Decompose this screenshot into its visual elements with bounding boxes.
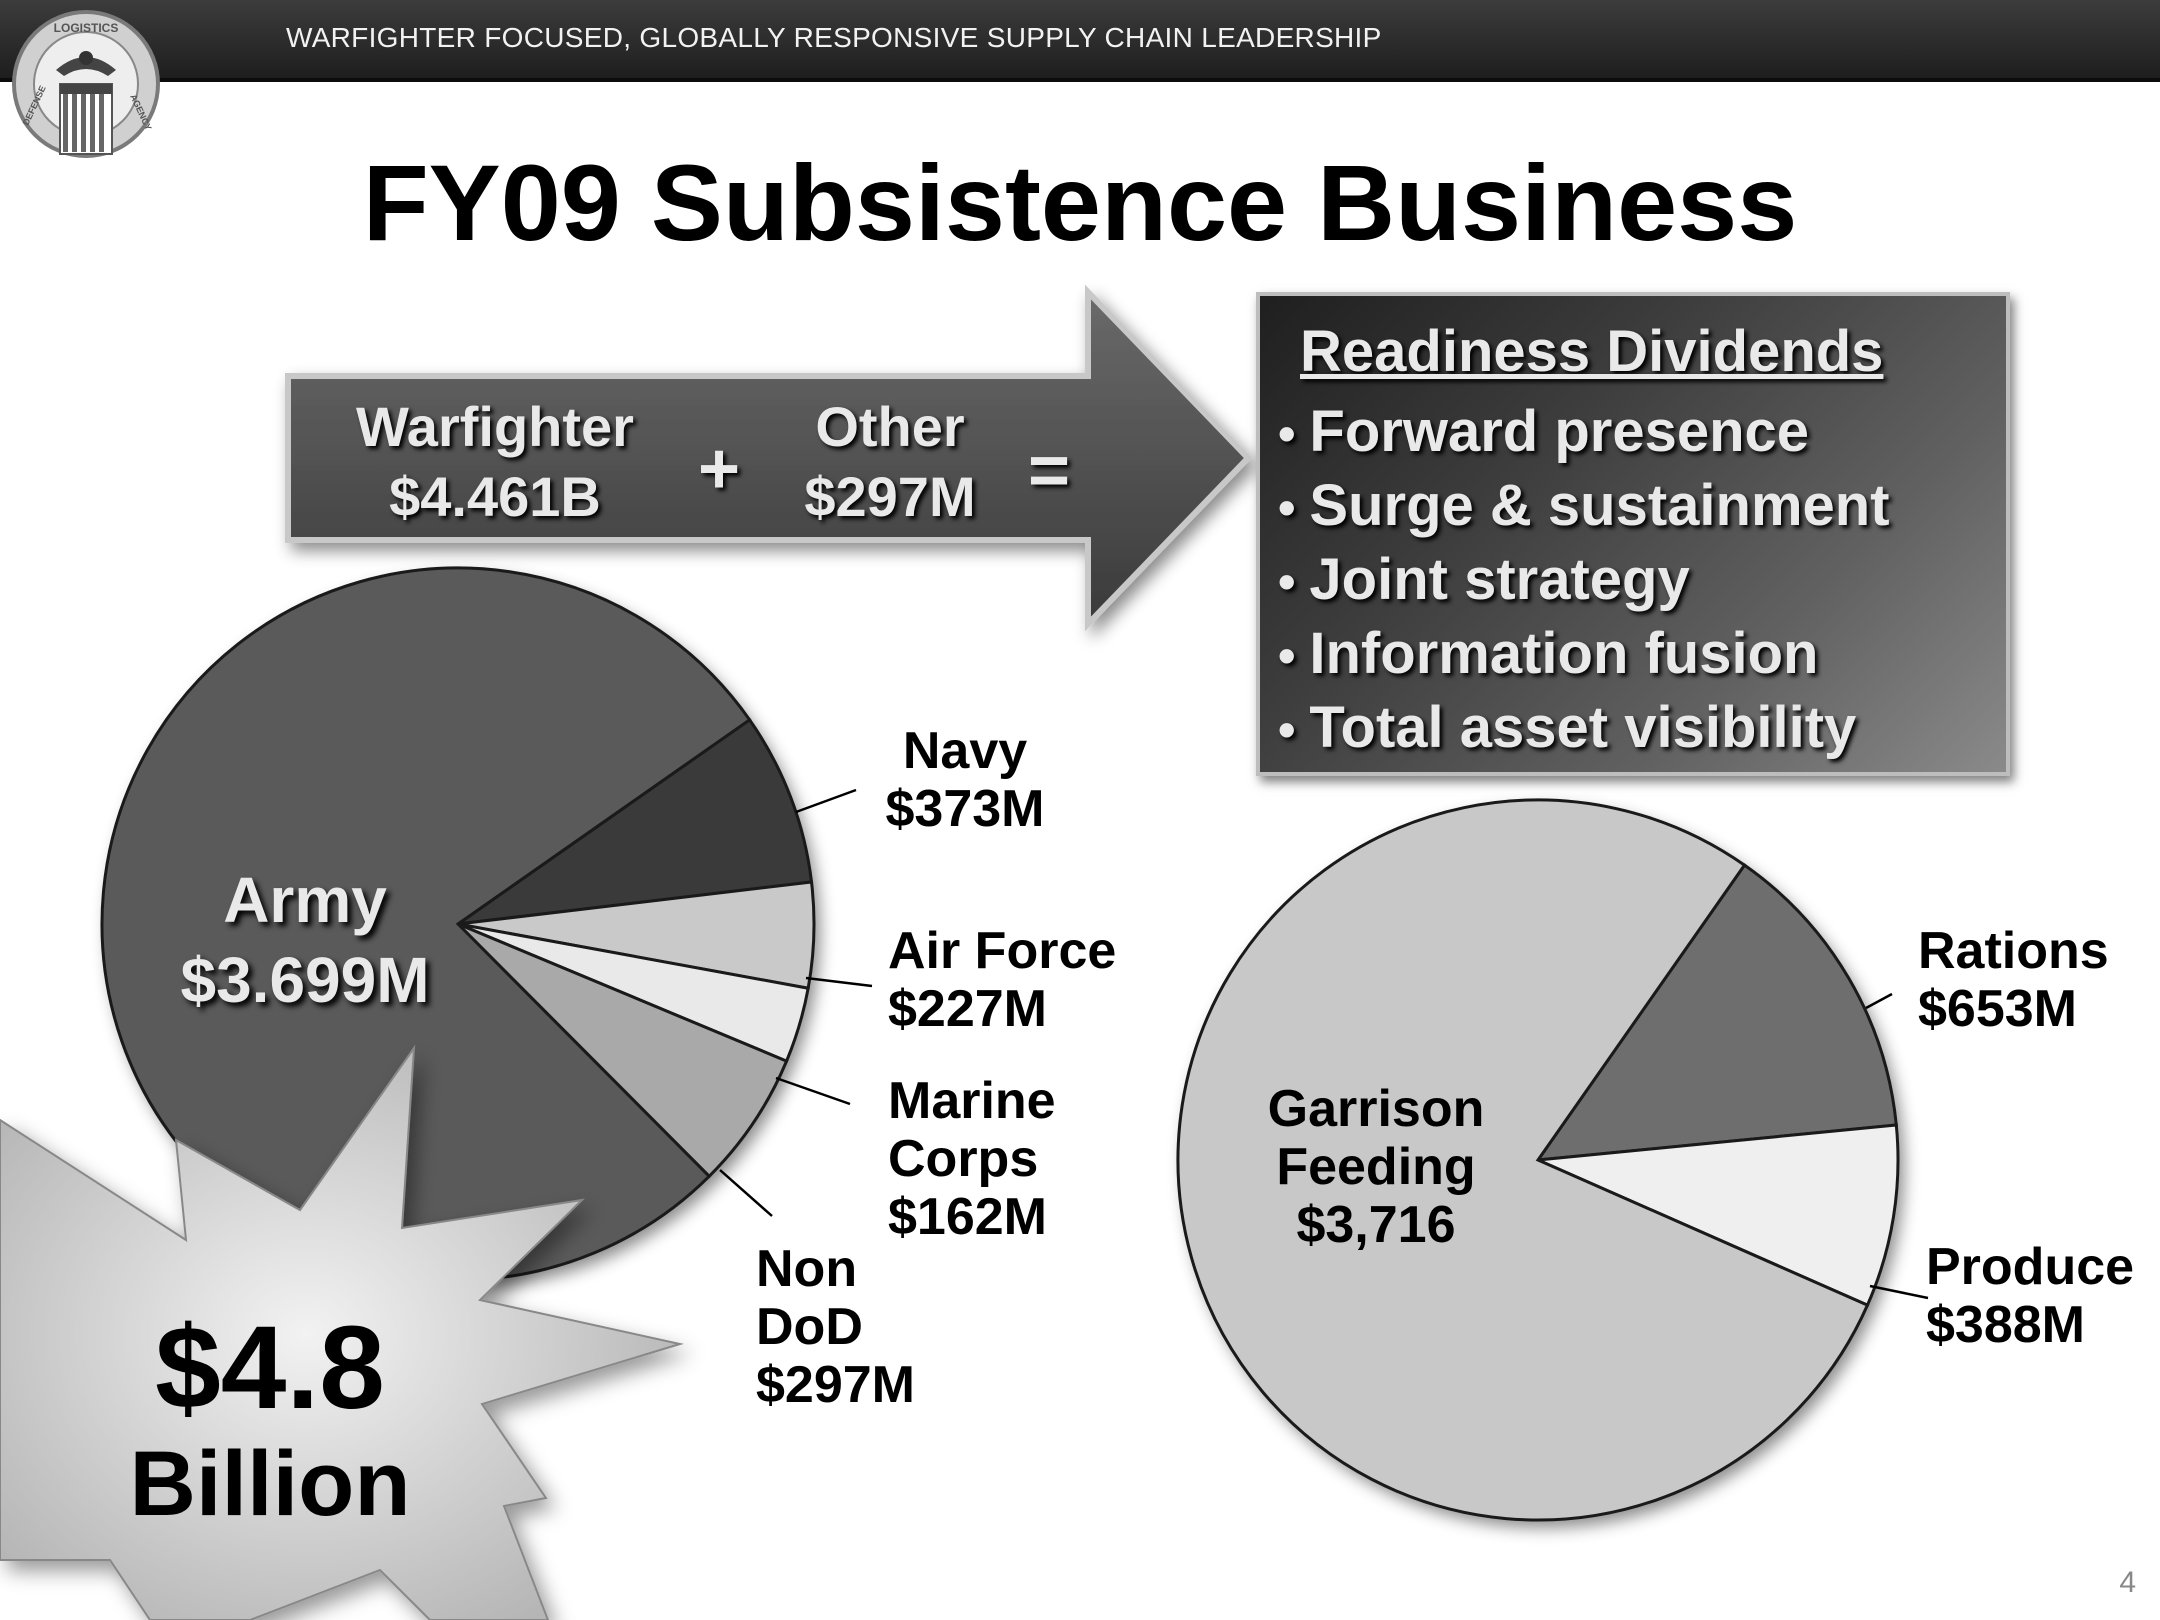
marine-line2: Corps xyxy=(888,1130,1039,1188)
readiness-heading: Readiness Dividends xyxy=(1300,319,1884,384)
rations-leader-line xyxy=(1865,992,1893,1010)
garrison-value: $3,716 xyxy=(1296,1196,1456,1254)
marine-line1: Marine xyxy=(888,1072,1056,1130)
marine-leader-line xyxy=(775,1076,851,1106)
army-value: $3.699M xyxy=(180,944,430,1016)
marine-value: $162M xyxy=(888,1188,1047,1246)
nondod-line1: Non xyxy=(756,1240,858,1298)
pie-slice-navy xyxy=(457,717,814,926)
readiness-item: Joint strategy xyxy=(1278,544,1890,618)
navy-name: Navy xyxy=(902,722,1028,780)
starburst-unit: Billion xyxy=(129,1433,411,1535)
produce-label: Produce $388M xyxy=(1926,1238,2134,1354)
garrison-line1: Garrison xyxy=(1267,1080,1485,1138)
header-tagline: WARFIGHTER FOCUSED, GLOBALLY RESPONSIVE … xyxy=(286,22,1382,53)
warfighter-value: $4.461B xyxy=(389,465,601,528)
nondod-label: Non DoD $297M xyxy=(756,1240,915,1414)
leader-lines xyxy=(719,788,1929,1300)
starburst-shape xyxy=(0,1044,684,1620)
garrison-pie-chart xyxy=(1176,798,1900,1522)
readiness-list: Forward presence Surge & sustainment Joi… xyxy=(1278,396,1890,766)
page-title: FY09 Subsistence Business xyxy=(362,142,1798,263)
garrison-label: Garrison Feeding $3,716 xyxy=(1226,1080,1526,1254)
nondod-line2: DoD xyxy=(756,1298,863,1356)
airforce-value: $227M xyxy=(888,980,1047,1038)
warfighter-label: Warfighter $4.461B xyxy=(330,392,660,532)
pie-slice-rations xyxy=(1534,863,1898,1162)
rations-label: Rations $653M xyxy=(1918,922,2109,1038)
equation-arrow xyxy=(285,284,1253,632)
page-number: 4 xyxy=(2119,1566,2136,1599)
plus-sign: + xyxy=(698,429,741,509)
airforce-leader-line xyxy=(805,976,873,988)
army-label: Army $3.699M xyxy=(120,860,490,1020)
pie-slice-non-dod xyxy=(456,922,789,1179)
rations-name: Rations xyxy=(1918,922,2109,980)
navy-leader-line xyxy=(795,788,857,814)
dla-logo: LOGISTICS DEFENSE AGENCY xyxy=(12,10,160,158)
warfighter-name: Warfighter xyxy=(356,395,634,458)
logo-ring-text-top: LOGISTICS xyxy=(54,21,119,35)
airforce-label: Air Force $227M xyxy=(888,922,1116,1038)
produce-value: $388M xyxy=(1926,1296,2085,1354)
readiness-item: Information fusion xyxy=(1278,618,1890,692)
produce-name: Produce xyxy=(1926,1238,2135,1296)
readiness-dividends-box: Readiness Dividends Forward presence Sur… xyxy=(1256,292,2010,776)
readiness-item: Forward presence xyxy=(1278,396,1890,470)
rations-value: $653M xyxy=(1918,980,2077,1038)
airforce-name: Air Force xyxy=(888,922,1117,980)
starburst-amount: $4.8 xyxy=(155,1302,385,1434)
nondod-leader-line xyxy=(719,1169,773,1217)
other-label: Other $297M xyxy=(770,392,1010,532)
navy-value: $373M xyxy=(885,780,1045,838)
header-bar: WARFIGHTER FOCUSED, GLOBALLY RESPONSIVE … xyxy=(0,0,2160,82)
readiness-item: Total asset visibility xyxy=(1278,692,1890,766)
garrison-line2: Feeding xyxy=(1276,1138,1476,1196)
army-name: Army xyxy=(223,864,387,936)
pie-slice-produce xyxy=(1532,1123,1900,1308)
produce-leader-line xyxy=(1869,1284,1929,1300)
nondod-value: $297M xyxy=(756,1356,915,1414)
readiness-item: Surge & sustainment xyxy=(1278,470,1889,544)
warfighter-pie-chart xyxy=(100,566,816,1282)
equals-sign: = xyxy=(1028,431,1071,511)
navy-label: Navy $373M xyxy=(860,722,1070,838)
pie-slice-garrison-feeding xyxy=(1176,798,1870,1522)
other-name: Other xyxy=(815,395,965,458)
other-value: $297M xyxy=(804,465,976,528)
marine-label: Marine Corps $162M xyxy=(888,1072,1056,1246)
